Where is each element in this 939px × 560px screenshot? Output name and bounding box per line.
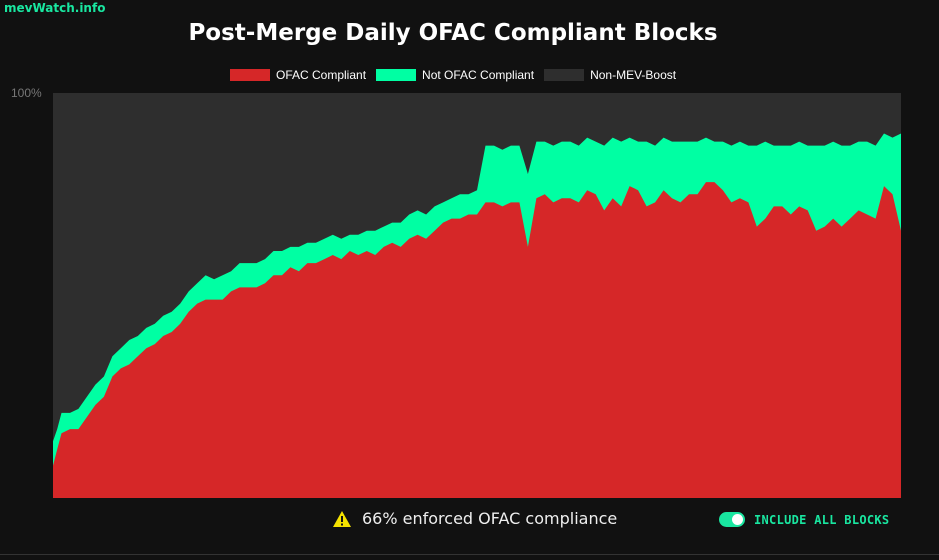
legend-item-non-mev-boost[interactable]: Non-MEV-Boost [544,68,676,82]
warning-icon [333,510,351,527]
stacked-area-chart[interactable] [53,93,901,498]
toggle-knob [732,514,743,525]
legend-label: OFAC Compliant [276,68,367,82]
include-all-blocks-toggle[interactable] [719,512,745,527]
divider [0,554,939,555]
legend-item-not-ofac-compliant[interactable]: Not OFAC Compliant [376,68,534,82]
legend-item-ofac-compliant[interactable]: OFAC Compliant [230,68,366,82]
y-axis-tick-100: 100% [11,86,42,100]
include-all-blocks-control[interactable]: INCLUDE ALL BLOCKS [719,512,889,527]
legend-swatch-not-ofac [376,69,417,81]
compliance-text: 66% enforced OFAC compliance [362,509,618,528]
compliance-summary: 66% enforced OFAC compliance [332,509,617,528]
legend-label: Non-MEV-Boost [590,68,677,82]
legend-swatch-non-mev [544,69,585,81]
legend-label: Not OFAC Compliant [422,68,535,82]
legend-swatch-ofac [230,69,270,81]
chart-legend: OFAC Compliant Not OFAC Compliant Non-ME… [230,68,686,82]
toggle-label[interactable]: INCLUDE ALL BLOCKS [754,512,890,527]
area-ofac-compliant [53,182,901,498]
chart-title: Post-Merge Daily OFAC Compliant Blocks [188,20,718,46]
brand-logo[interactable]: mevWatch.info [4,1,106,15]
